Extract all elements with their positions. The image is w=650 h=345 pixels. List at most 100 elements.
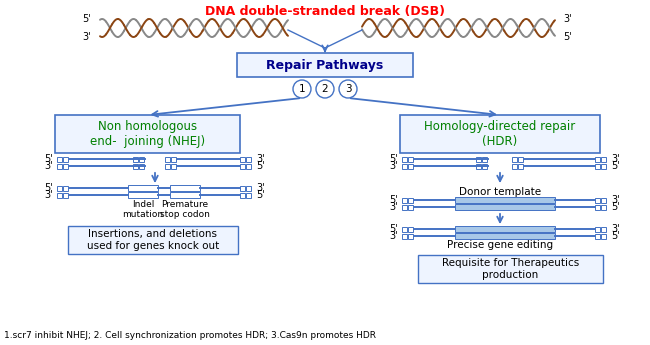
Text: 1: 1 bbox=[299, 84, 305, 94]
Bar bbox=[482, 164, 487, 168]
Bar bbox=[240, 164, 245, 168]
Bar bbox=[418, 255, 603, 283]
Bar bbox=[139, 164, 144, 168]
Bar bbox=[128, 191, 158, 197]
Text: 3': 3' bbox=[389, 231, 398, 241]
Bar bbox=[246, 157, 251, 161]
Text: Insertions, and deletions
used for genes knock out: Insertions, and deletions used for genes… bbox=[87, 229, 219, 251]
Bar bbox=[601, 164, 606, 168]
Bar bbox=[408, 227, 413, 231]
Text: 3': 3' bbox=[44, 161, 53, 171]
Text: 5': 5' bbox=[389, 195, 398, 205]
Bar bbox=[246, 164, 251, 168]
Bar bbox=[139, 157, 144, 161]
Bar bbox=[171, 157, 176, 161]
Bar bbox=[246, 186, 251, 190]
Bar bbox=[455, 226, 555, 231]
Text: 3': 3' bbox=[83, 32, 91, 42]
Text: 5': 5' bbox=[563, 32, 572, 42]
Text: Homology-directed repair
(HDR): Homology-directed repair (HDR) bbox=[424, 120, 576, 148]
Text: 3': 3' bbox=[611, 195, 619, 205]
Text: Donor template: Donor template bbox=[459, 187, 541, 197]
Bar bbox=[402, 227, 407, 231]
Bar bbox=[595, 197, 600, 203]
Bar bbox=[408, 157, 413, 161]
Bar bbox=[170, 191, 200, 197]
Bar bbox=[128, 185, 158, 190]
Bar bbox=[68, 226, 238, 254]
Bar bbox=[408, 205, 413, 209]
Bar bbox=[408, 164, 413, 168]
Text: Requisite for Therapeutics
production: Requisite for Therapeutics production bbox=[442, 258, 579, 280]
Bar bbox=[63, 186, 68, 190]
Bar bbox=[55, 115, 240, 153]
Bar bbox=[57, 164, 62, 168]
Bar bbox=[165, 164, 170, 168]
Bar bbox=[455, 204, 555, 209]
Bar bbox=[240, 193, 245, 197]
Bar bbox=[595, 157, 600, 161]
Bar bbox=[595, 234, 600, 238]
Bar bbox=[400, 115, 600, 153]
Text: Indel
mutation: Indel mutation bbox=[122, 200, 164, 219]
Bar bbox=[595, 227, 600, 231]
Text: 5': 5' bbox=[611, 202, 619, 212]
Text: 5': 5' bbox=[44, 154, 53, 164]
Bar bbox=[237, 53, 413, 77]
Text: 5': 5' bbox=[44, 183, 53, 193]
Bar bbox=[171, 164, 176, 168]
Bar bbox=[133, 157, 138, 161]
Bar bbox=[63, 164, 68, 168]
Bar bbox=[246, 193, 251, 197]
Bar bbox=[512, 164, 517, 168]
Text: 3': 3' bbox=[389, 161, 398, 171]
Bar bbox=[408, 197, 413, 203]
Text: 3': 3' bbox=[563, 14, 571, 24]
Bar bbox=[402, 205, 407, 209]
Bar bbox=[595, 205, 600, 209]
Bar bbox=[402, 157, 407, 161]
Bar bbox=[57, 186, 62, 190]
Text: 3': 3' bbox=[611, 154, 619, 164]
Text: Repair Pathways: Repair Pathways bbox=[266, 59, 384, 71]
Text: 5': 5' bbox=[256, 190, 265, 200]
Bar bbox=[165, 157, 170, 161]
Bar bbox=[57, 193, 62, 197]
Bar bbox=[512, 157, 517, 161]
Bar bbox=[518, 157, 523, 161]
Bar bbox=[402, 234, 407, 238]
Text: 2: 2 bbox=[322, 84, 328, 94]
Bar bbox=[455, 233, 555, 238]
Text: 5': 5' bbox=[256, 161, 265, 171]
Text: Precise gene editing: Precise gene editing bbox=[447, 240, 553, 250]
Text: 3': 3' bbox=[256, 183, 265, 193]
Bar bbox=[476, 157, 481, 161]
Bar bbox=[476, 164, 481, 168]
Text: 5': 5' bbox=[611, 231, 619, 241]
Text: 1.scr7 inhibit NHEJ; 2. Cell synchronization promotes HDR; 3.Cas9n promotes HDR: 1.scr7 inhibit NHEJ; 2. Cell synchroniza… bbox=[4, 331, 376, 340]
Bar bbox=[240, 157, 245, 161]
Text: 3': 3' bbox=[44, 190, 53, 200]
Text: 3': 3' bbox=[611, 224, 619, 234]
Bar bbox=[601, 197, 606, 203]
Bar bbox=[57, 157, 62, 161]
Bar bbox=[455, 197, 555, 203]
Bar bbox=[518, 164, 523, 168]
Text: 5': 5' bbox=[83, 14, 91, 24]
Text: 3': 3' bbox=[256, 154, 265, 164]
Bar bbox=[601, 227, 606, 231]
Bar bbox=[63, 157, 68, 161]
Bar bbox=[601, 234, 606, 238]
Bar bbox=[408, 234, 413, 238]
Bar bbox=[595, 164, 600, 168]
Text: Non homologous
end-  joining (NHEJ): Non homologous end- joining (NHEJ) bbox=[90, 120, 205, 148]
Bar bbox=[133, 164, 138, 168]
Bar bbox=[402, 197, 407, 203]
Text: 3: 3 bbox=[344, 84, 351, 94]
Bar bbox=[170, 185, 200, 190]
Bar bbox=[601, 157, 606, 161]
Text: 3': 3' bbox=[389, 202, 398, 212]
Bar bbox=[402, 164, 407, 168]
Text: DNA double-stranded break (DSB): DNA double-stranded break (DSB) bbox=[205, 5, 445, 18]
Text: 5': 5' bbox=[389, 224, 398, 234]
